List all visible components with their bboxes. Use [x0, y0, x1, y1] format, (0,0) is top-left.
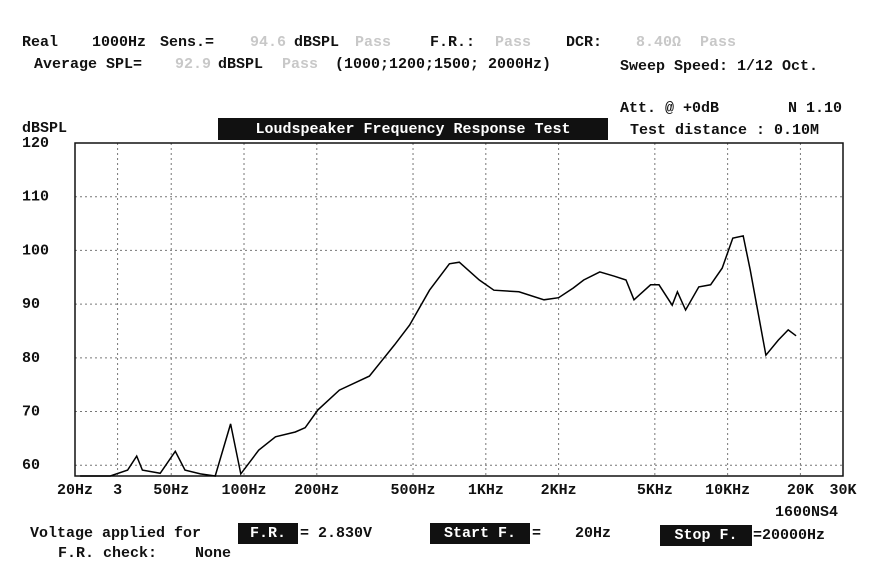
x-tick-label: 5KHz — [637, 482, 673, 499]
dcr-label: DCR: — [566, 34, 602, 51]
frequency: 1000Hz — [92, 34, 146, 51]
sens-label: Sens.= — [160, 34, 214, 51]
attenuation: Att. @ +0dB — [620, 100, 719, 117]
x-tick-label: 30K — [829, 482, 856, 499]
fr-box-label: F.R. — [250, 525, 286, 542]
x-tick-label: 200Hz — [294, 482, 339, 499]
y-tick-label: 110 — [22, 189, 49, 206]
plot-area: 60 70 80 90 100 110 120 20Hz 3 50Hz 100Hz 200Hz 500H… — [22, 135, 857, 499]
stop-value: =20000Hz — [753, 527, 825, 544]
start-value: 20Hz — [575, 525, 611, 542]
y-tick-label: 70 — [22, 404, 40, 421]
x-tick-label: 2KHz — [541, 482, 577, 499]
x-tick-label: 50Hz — [153, 482, 189, 499]
y-tick-label: 90 — [22, 296, 40, 313]
x-tick-label: 1KHz — [468, 482, 504, 499]
y-tick-label: 120 — [22, 135, 49, 152]
x-tick-label: 3 — [113, 482, 122, 499]
dcr-status: Pass — [700, 34, 736, 51]
chart-title: Loudspeaker Frequency Response Test — [255, 121, 570, 138]
response-curve — [80, 235, 797, 477]
check-value: None — [195, 545, 231, 562]
sens-value: 94.6 — [250, 34, 286, 51]
footer: Voltage applied for F.R. = 2.830V Start … — [30, 504, 838, 562]
sens-unit: dBSPL — [294, 34, 339, 51]
avg-value: 92.9 — [175, 56, 211, 73]
plot-frame — [74, 142, 844, 477]
check-label: F.R. check: — [58, 545, 157, 562]
voltage-value: = 2.830V — [300, 525, 372, 542]
avg-freqs: (1000;1200;1500; 2000Hz) — [335, 56, 551, 73]
y-tick-label: 80 — [22, 350, 40, 367]
avg-label: Average SPL= — [34, 56, 142, 73]
x-tick-label: 20K — [787, 482, 814, 499]
voltage-label: Voltage applied for — [30, 525, 201, 542]
x-tick-label: 10KHz — [705, 482, 750, 499]
stop-box — [660, 525, 752, 546]
y-axis-label: dBSPL — [22, 120, 67, 137]
dcr-value: 8.40Ω — [636, 34, 681, 51]
title-box — [218, 118, 608, 140]
header: Real 1000Hz Sens.= 94.6 dBSPL Pass F.R.:… — [22, 34, 842, 140]
y-tick-label: 60 — [22, 457, 40, 474]
x-tick-label: 20Hz — [57, 482, 93, 499]
version: N 1.10 — [788, 100, 842, 117]
test-distance: Test distance : 0.10M — [630, 122, 819, 139]
x-tick-label: 100Hz — [222, 482, 267, 499]
x-tick-label: 500Hz — [391, 482, 436, 499]
start-box — [430, 523, 530, 544]
sweep-speed: Sweep Speed: 1/12 Oct. — [620, 58, 818, 75]
model: 1600NS4 — [775, 504, 838, 521]
stop-box-label: Stop F. — [674, 527, 737, 544]
fr-label: F.R.: — [430, 34, 475, 51]
avg-status: Pass — [282, 56, 318, 73]
start-eq: = — [532, 525, 541, 542]
start-box-label: Start F. — [444, 525, 516, 542]
avg-unit: dBSPL — [218, 56, 263, 73]
fr-box — [238, 523, 298, 544]
y-tick-label: 100 — [22, 242, 49, 259]
mode: Real — [22, 34, 58, 51]
fr-status: Pass — [495, 34, 531, 51]
sens-status: Pass — [355, 34, 391, 51]
